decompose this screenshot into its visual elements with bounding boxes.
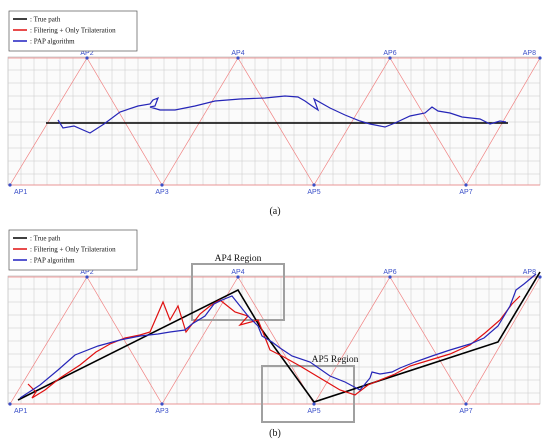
ap-label-ap8-a: AP8	[523, 50, 536, 57]
filtering-path-b	[27, 295, 521, 399]
ap-link-line	[9, 57, 88, 186]
legend-b-box	[8, 229, 138, 271]
ap-link-line	[389, 276, 467, 405]
ap-marker-ap8	[538, 275, 542, 279]
ap-label-ap7-b: AP7	[459, 408, 472, 415]
ap-label-ap3-b: AP3	[155, 408, 168, 415]
legend-b: : True path : Filtering + Only Trilatera…	[8, 229, 138, 271]
ap-marker-ap1	[8, 183, 12, 187]
ap-label-ap5-a: AP5	[307, 189, 320, 196]
ap4-region-box	[191, 263, 285, 321]
ap-label-ap8-b: AP8	[523, 269, 536, 276]
panel-a-area	[7, 56, 541, 186]
ap-marker-ap3	[160, 402, 164, 406]
legend-b-true-path-label: : True path	[30, 235, 61, 243]
panel-a: AP1 AP2 AP3 AP4 AP5 AP6 AP7 AP8 : True path : F…	[7, 10, 542, 217]
ap4-region-label: AP4 Region	[215, 254, 262, 264]
ap-marker-ap2	[85, 56, 89, 60]
ap-link-line	[313, 57, 391, 186]
pap-path-b	[19, 273, 537, 399]
ap-label-ap6-b: AP6	[383, 269, 396, 276]
panel-a-ap-labels: AP1 AP2 AP3 AP4 AP5 AP6 AP7 AP8	[8, 50, 542, 196]
ap-marker-ap4	[236, 56, 240, 60]
ap-label-ap1-a: AP1	[14, 189, 27, 196]
ap-label-ap5-b: AP5	[307, 408, 320, 415]
legend: : True path : Filtering + Only Trilatera…	[8, 10, 138, 52]
ap-link-line	[313, 276, 391, 405]
ap-label-ap3-a: AP3	[155, 189, 168, 196]
legend-pap-label: : PAP algorithm	[30, 38, 75, 46]
panel-b-ap-triangles	[8, 276, 541, 405]
ap-link-line	[389, 57, 467, 186]
ap-label-ap2-a: AP2	[80, 50, 93, 57]
ap-label-ap1-b: AP1	[14, 408, 27, 415]
ap-marker-ap7	[464, 183, 468, 187]
ap-link-line	[237, 57, 315, 186]
ap-link-line	[161, 57, 239, 186]
ap-marker-ap7	[464, 402, 468, 406]
ap-marker-ap3	[160, 183, 164, 187]
ap-marker-ap5	[312, 183, 316, 187]
panel-a-caption: (a)	[269, 206, 280, 217]
ap-link-line	[465, 276, 541, 405]
ap-marker-ap4	[236, 275, 240, 279]
panel-b: AP4 Region AP5 Region AP1 AP2 AP3 AP4 AP5 AP6…	[7, 229, 542, 439]
ap-marker-ap6	[388, 275, 392, 279]
pap-path-a	[57, 95, 507, 134]
ap-marker-ap5	[312, 402, 316, 406]
ap-label-ap7-a: AP7	[459, 189, 472, 196]
legend-true-path-label: : True path	[30, 16, 61, 24]
ap-link-line	[237, 276, 315, 405]
ap-link-line	[9, 276, 88, 405]
legend-b-pap-label: : PAP algorithm	[30, 257, 75, 265]
ap-label-ap4-a: AP4	[231, 50, 244, 57]
ap-marker-ap6	[388, 56, 392, 60]
ap-label-ap2-b: AP2	[80, 269, 93, 276]
legend-b-filtering-label: : Filtering + Only Trilateration	[30, 246, 116, 254]
panel-b-area	[7, 275, 541, 405]
ap-link-line	[86, 276, 163, 405]
ap-label-ap6-a: AP6	[383, 50, 396, 57]
ap5-region-label: AP5 Region	[312, 355, 359, 365]
true-path-b	[17, 271, 541, 403]
panel-a-grid	[7, 56, 540, 185]
ap5-region-box	[261, 365, 355, 423]
legend-filtering-label: : Filtering + Only Trilateration	[30, 27, 116, 35]
panel-b-caption: (b)	[269, 428, 281, 439]
ap-link-line	[86, 57, 163, 186]
legend-box	[8, 10, 138, 52]
panel-b-ap-labels: AP1 AP2 AP3 AP4 AP5 AP6 AP7 AP8	[8, 269, 542, 415]
ap-label-ap4-b: AP4	[231, 269, 244, 276]
ap-marker-ap8	[538, 56, 542, 60]
ap-marker-ap2	[85, 275, 89, 279]
ap-marker-ap1	[8, 402, 12, 406]
